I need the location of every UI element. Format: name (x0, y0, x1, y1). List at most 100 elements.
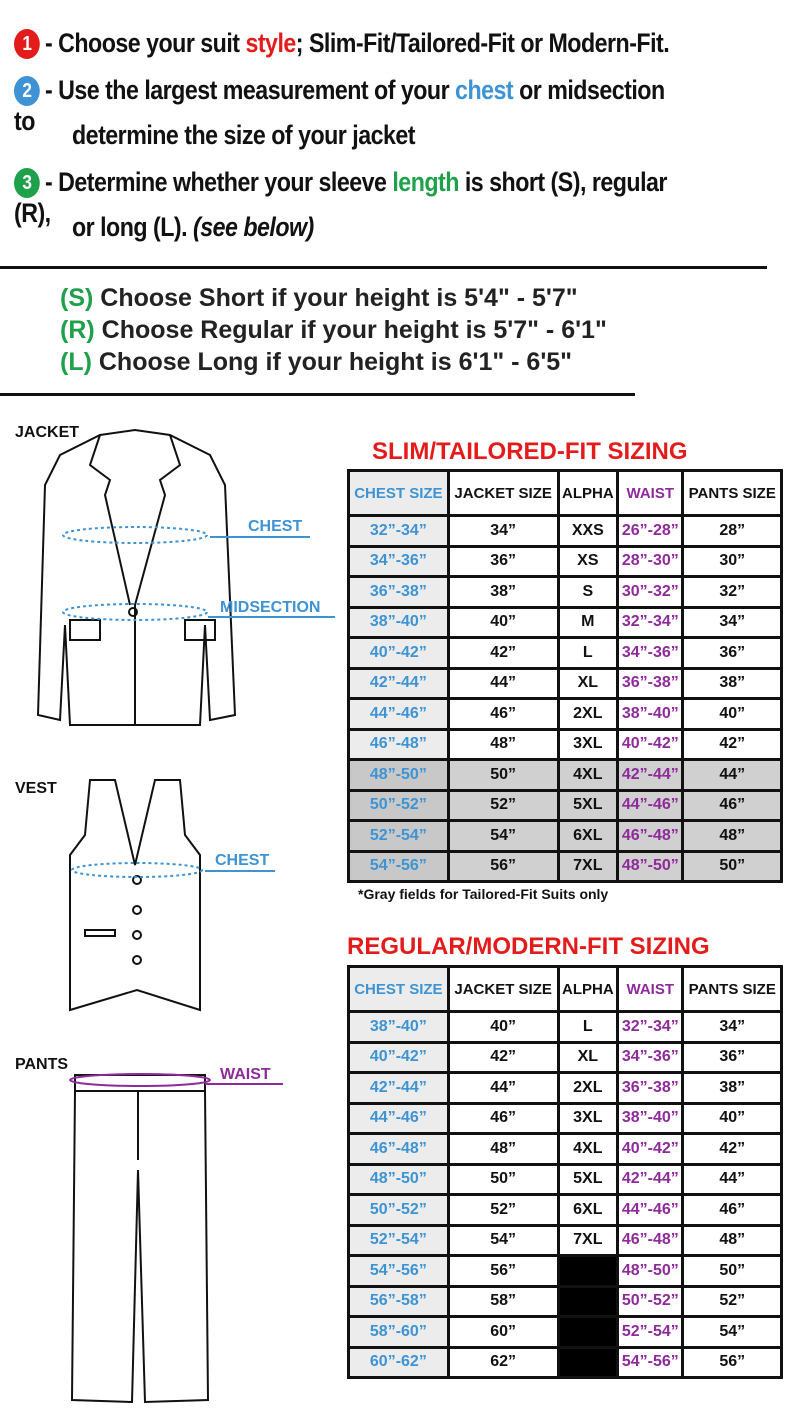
table-row: 44”-46” 46” 3XL 38”-40” 40” (350, 1104, 780, 1132)
table-cell: 40” (449, 608, 557, 636)
table-cell: 3XL (559, 1104, 617, 1132)
table-cell: 38”-40” (619, 700, 682, 728)
column-header: CHEST SIZE (350, 968, 447, 1010)
table-cell: 56” (684, 1348, 780, 1376)
step-text: determine the size of your jacket (72, 120, 416, 150)
table-cell: 6XL (559, 822, 617, 850)
table-cell (559, 1257, 617, 1285)
table-cell: 36”-38” (619, 1074, 682, 1102)
table-cell: 40”-42” (619, 730, 682, 758)
table-row: 48”-50” 50” 4XL 42”-44” 44” (350, 761, 780, 789)
length-key: (R) (60, 316, 95, 344)
table-cell: 38”-40” (619, 1104, 682, 1132)
table-header-row: CHEST SIZE JACKET SIZE ALPHA WAIST PANTS SIZ… (350, 472, 780, 514)
divider (0, 266, 767, 269)
length-text: Choose Long if your height is 6'1" - 6'5… (98, 348, 573, 376)
column-header: ALPHA (559, 968, 617, 1010)
table-cell: 52”-54” (619, 1318, 682, 1346)
table-row: 40”-42” 42” L 34”-36” 36” (350, 639, 780, 667)
table-cell: 42”-44” (619, 1165, 682, 1193)
table-cell: 2XL (559, 700, 617, 728)
step-text: or long (L). (72, 212, 188, 242)
table-cell: 46” (449, 1104, 557, 1132)
table-cell: 40”-42” (350, 1043, 447, 1071)
table-cell: 40” (684, 1104, 780, 1132)
table-row: 32”-34” 34” XXS 26”-28” 28” (350, 517, 780, 545)
step-keyword: length (392, 167, 459, 197)
table-cell: 32”-34” (350, 517, 447, 545)
tailored-note: *Gray fields for Tailored-Fit Suits only (358, 886, 609, 902)
instruction-step-continued: determine the size of your jacket (72, 120, 416, 151)
table-cell: 56”-58” (350, 1287, 447, 1315)
table-cell: 46” (684, 791, 780, 819)
table-cell: 38” (684, 1074, 780, 1102)
table-row: 36”-38” 38” S 30”-32” 32” (350, 578, 780, 606)
table-cell: 38” (449, 578, 557, 606)
step-text: ; Slim-Fit/Tailored-Fit or Modern-Fit. (295, 28, 670, 58)
table-cell: L (559, 639, 617, 667)
table-cell: 62” (449, 1348, 557, 1376)
table-cell: 40”-42” (619, 1135, 682, 1163)
table-cell: 54” (449, 1226, 557, 1254)
step-number-badge: 2 (14, 76, 40, 106)
table-cell: 38”-40” (350, 608, 447, 636)
step-text: or midsection to (14, 75, 665, 136)
table-cell: 30”-32” (619, 578, 682, 606)
table-cell: 44” (449, 1074, 557, 1102)
table-cell: 36” (449, 547, 557, 575)
table-cell: 42” (684, 730, 780, 758)
step-text: - Determine whether your sleeve (44, 167, 393, 197)
table-row: 58”-60” 60” 52”-54” 54” (350, 1318, 780, 1346)
chest-annotation: CHEST (248, 518, 303, 535)
length-key: (L) (60, 348, 92, 376)
table-cell: 44” (449, 669, 557, 697)
step-number-badge: 1 (14, 29, 40, 59)
table-cell: 58”-60” (350, 1318, 447, 1346)
jacket-illustration (36, 428, 237, 726)
regular-fit-title: REGULAR/MODERN-FIT SIZING (347, 933, 710, 960)
table-cell: 6XL (559, 1196, 617, 1224)
table-row: 48”-50” 50” 5XL 42”-44” 44” (350, 1165, 780, 1193)
table-cell: 28”-30” (619, 547, 682, 575)
table-cell: 52”-54” (350, 1226, 447, 1254)
table-cell: 34” (449, 517, 557, 545)
table-cell: 32” (684, 578, 780, 606)
table-cell: 50”-52” (619, 1287, 682, 1315)
table-cell: 42” (449, 639, 557, 667)
table-row: 56”-58” 58” 50”-52” 52” (350, 1287, 780, 1315)
column-header: JACKET SIZE (449, 472, 557, 514)
step-keyword: style (245, 28, 296, 58)
table-cell: 36”-38” (619, 669, 682, 697)
table-cell: 46”-48” (350, 730, 447, 758)
table-cell: 48”-50” (350, 761, 447, 789)
table-cell: 46” (684, 1196, 780, 1224)
column-header: ALPHA (559, 472, 617, 514)
table-cell: 40”-42” (350, 639, 447, 667)
column-header: WAIST (619, 968, 682, 1010)
table-row: 40”-42” 42” XL 34”-36” 36” (350, 1043, 780, 1071)
table-cell: 48”-50” (619, 852, 682, 880)
table-cell (559, 1318, 617, 1346)
table-cell: XS (559, 547, 617, 575)
table-cell: 36” (684, 639, 780, 667)
table-cell: 58” (449, 1287, 557, 1315)
slim-fit-title: SLIM/TAILORED-FIT SIZING (372, 438, 688, 465)
table-row: 52”-54” 54” 7XL 46”-48” 48” (350, 1226, 780, 1254)
table-cell: 48” (449, 1135, 557, 1163)
table-cell: 52”-54” (350, 822, 447, 850)
step-number-badge: 3 (14, 168, 40, 198)
table-cell: 40” (684, 700, 780, 728)
table-cell (559, 1348, 617, 1376)
table-cell: 54”-56” (350, 852, 447, 880)
instruction-step: 3- Determine whether your sleeve length … (14, 167, 690, 229)
table-row: 52”-54” 54” 6XL 46”-48” 48” (350, 822, 780, 850)
table-cell: 36” (684, 1043, 780, 1071)
table-row: 46”-48” 48” 4XL 40”-42” 42” (350, 1135, 780, 1163)
table-cell: 30” (684, 547, 780, 575)
regular-fit-size-table: CHEST SIZE JACKET SIZE ALPHA WAIST PANTS SIZ… (347, 965, 783, 1379)
table-cell: 48”-50” (350, 1165, 447, 1193)
instruction-step-continued: or long (L). (see below) (72, 212, 314, 243)
table-cell: 52” (449, 1196, 557, 1224)
table-cell: 44” (684, 761, 780, 789)
table-cell: 7XL (559, 1226, 617, 1254)
